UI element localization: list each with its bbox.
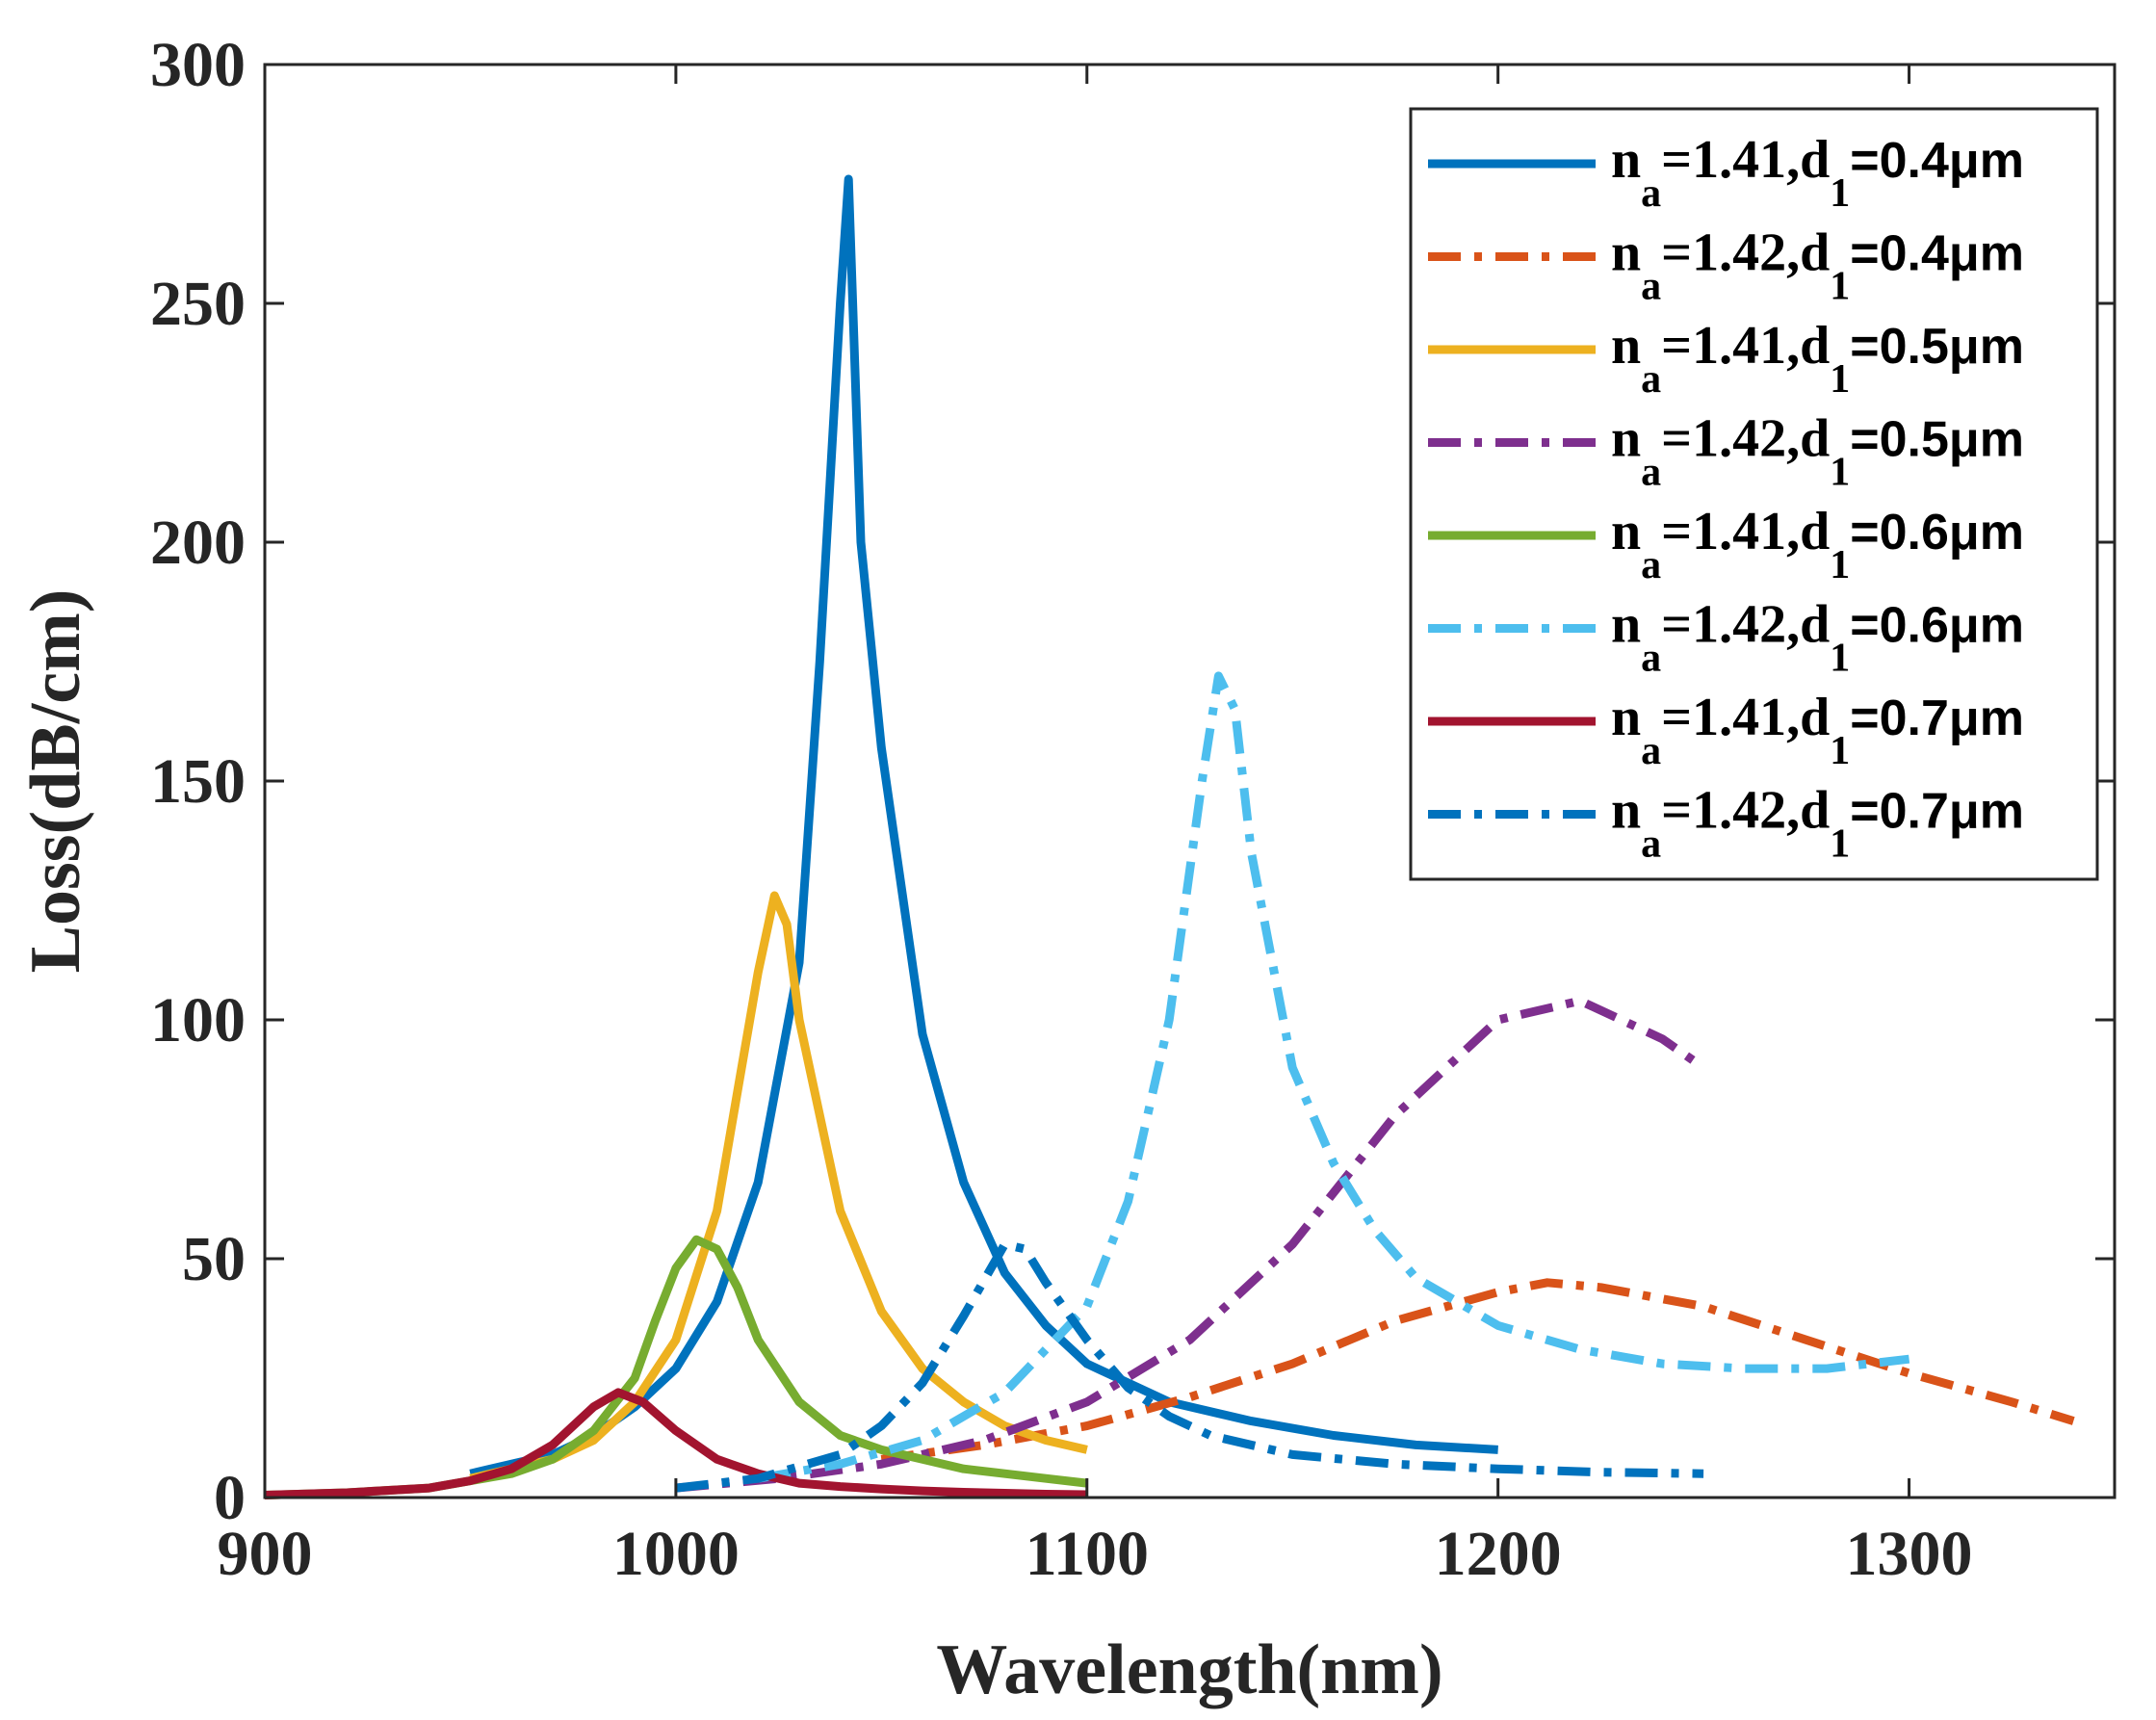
legend-label-7: na=1.41,d1=0.7μm: [1611, 688, 2024, 773]
legend-d-sub: 1: [1830, 637, 1850, 681]
y-axis-title: Loss(dB/cm): [16, 589, 95, 974]
legend-n-sub: a: [1641, 729, 1661, 773]
legend-eq1: =1.42,d: [1661, 595, 1830, 655]
series-line-5: [264, 1235, 1088, 1499]
legend-eq1: =1.41,d: [1661, 688, 1830, 747]
legend-label-8: na=1.42,d1=0.7μm: [1611, 781, 2024, 867]
legend-val: =0.5μm: [1850, 412, 2024, 468]
y-tick-label: 300: [150, 30, 246, 100]
series-line-8: [675, 1239, 1704, 1493]
legend-val: =0.5μm: [1850, 319, 2024, 375]
legend-eq1: =1.41,d: [1661, 130, 1830, 190]
x-tick-label: 1300: [1846, 1519, 1973, 1589]
x-tick-label: 1000: [612, 1519, 740, 1589]
y-tick-label: 100: [150, 985, 246, 1055]
series-layer: [264, 174, 2075, 1499]
legend-d-sub: 1: [1830, 543, 1850, 587]
legend-label-2: na=1.42,d1=0.4μm: [1611, 223, 2024, 309]
y-tick-label: 250: [150, 269, 246, 339]
x-tick-label: 1100: [1026, 1519, 1149, 1589]
legend-d-sub: 1: [1830, 822, 1850, 867]
legend-n-sub: a: [1641, 543, 1661, 587]
legend: na=1.41,d1=0.4μmna=1.42,d1=0.4μmna=1.41,…: [1409, 107, 2099, 881]
series-line-2: [880, 1278, 2075, 1464]
legend-label-4: na=1.42,d1=0.5μm: [1611, 409, 2024, 495]
legend-label-1: na=1.41,d1=0.4μm: [1611, 130, 2024, 216]
legend-n-sub: a: [1641, 451, 1661, 495]
series-line-7: [264, 1388, 1087, 1499]
legend-n: n: [1611, 781, 1641, 841]
series-line-6: [757, 671, 1910, 1483]
legend-d-sub: 1: [1830, 171, 1850, 216]
legend-n-sub: a: [1641, 822, 1661, 867]
axes-layer: 900 1000 1100 1200 1300 0 50 100 150 200 250 300: [150, 30, 2117, 1589]
legend-val: =0.7μm: [1850, 691, 2024, 746]
legend-eq1: =1.42,d: [1661, 223, 1830, 283]
legend-n-sub: a: [1641, 171, 1661, 216]
legend-n: n: [1611, 409, 1641, 469]
series-line-4: [675, 996, 1706, 1493]
legend-n: n: [1611, 688, 1641, 747]
legend-d-sub: 1: [1830, 265, 1850, 309]
legend-val: =0.7μm: [1850, 784, 2024, 840]
legend-n-sub: a: [1641, 357, 1661, 402]
x-tick-label: 900: [218, 1519, 313, 1589]
legend-val: =0.6μm: [1850, 598, 2024, 654]
y-tick-label: 50: [182, 1224, 246, 1294]
series-line-1: [469, 174, 1498, 1478]
legend-label-3: na=1.41,d1=0.5μm: [1611, 316, 2024, 402]
x-tick-label: 1200: [1435, 1519, 1562, 1589]
y-tick-label: 150: [150, 746, 246, 817]
y-tick-label: 0: [214, 1463, 246, 1533]
legend-n: n: [1611, 223, 1641, 283]
legend-n-sub: a: [1641, 637, 1661, 681]
legend-val: =0.4μm: [1850, 226, 2024, 282]
legend-d-sub: 1: [1830, 357, 1850, 402]
x-axis-title: Wavelength(nm): [936, 1630, 1442, 1709]
legend-val: =0.4μm: [1850, 133, 2024, 189]
series-line-3: [469, 891, 1088, 1483]
legend-n: n: [1611, 595, 1641, 655]
legend-n: n: [1611, 502, 1641, 561]
legend-eq1: =1.41,d: [1661, 502, 1830, 561]
legend-val: =0.6μm: [1850, 505, 2024, 560]
legend-n: n: [1611, 130, 1641, 190]
legend-eq1: =1.41,d: [1661, 316, 1830, 376]
legend-label-6: na=1.42,d1=0.6μm: [1611, 595, 2024, 681]
legend-box: [1409, 107, 2099, 881]
y-tick-label: 200: [150, 508, 246, 578]
legend-d-sub: 1: [1830, 729, 1850, 773]
legend-d-sub: 1: [1830, 451, 1850, 495]
legend-label-5: na=1.41,d1=0.6μm: [1611, 502, 2024, 587]
legend-eq1: =1.42,d: [1661, 781, 1830, 841]
legend-n: n: [1611, 316, 1641, 376]
legend-n-sub: a: [1641, 265, 1661, 309]
legend-eq1: =1.42,d: [1661, 409, 1830, 469]
